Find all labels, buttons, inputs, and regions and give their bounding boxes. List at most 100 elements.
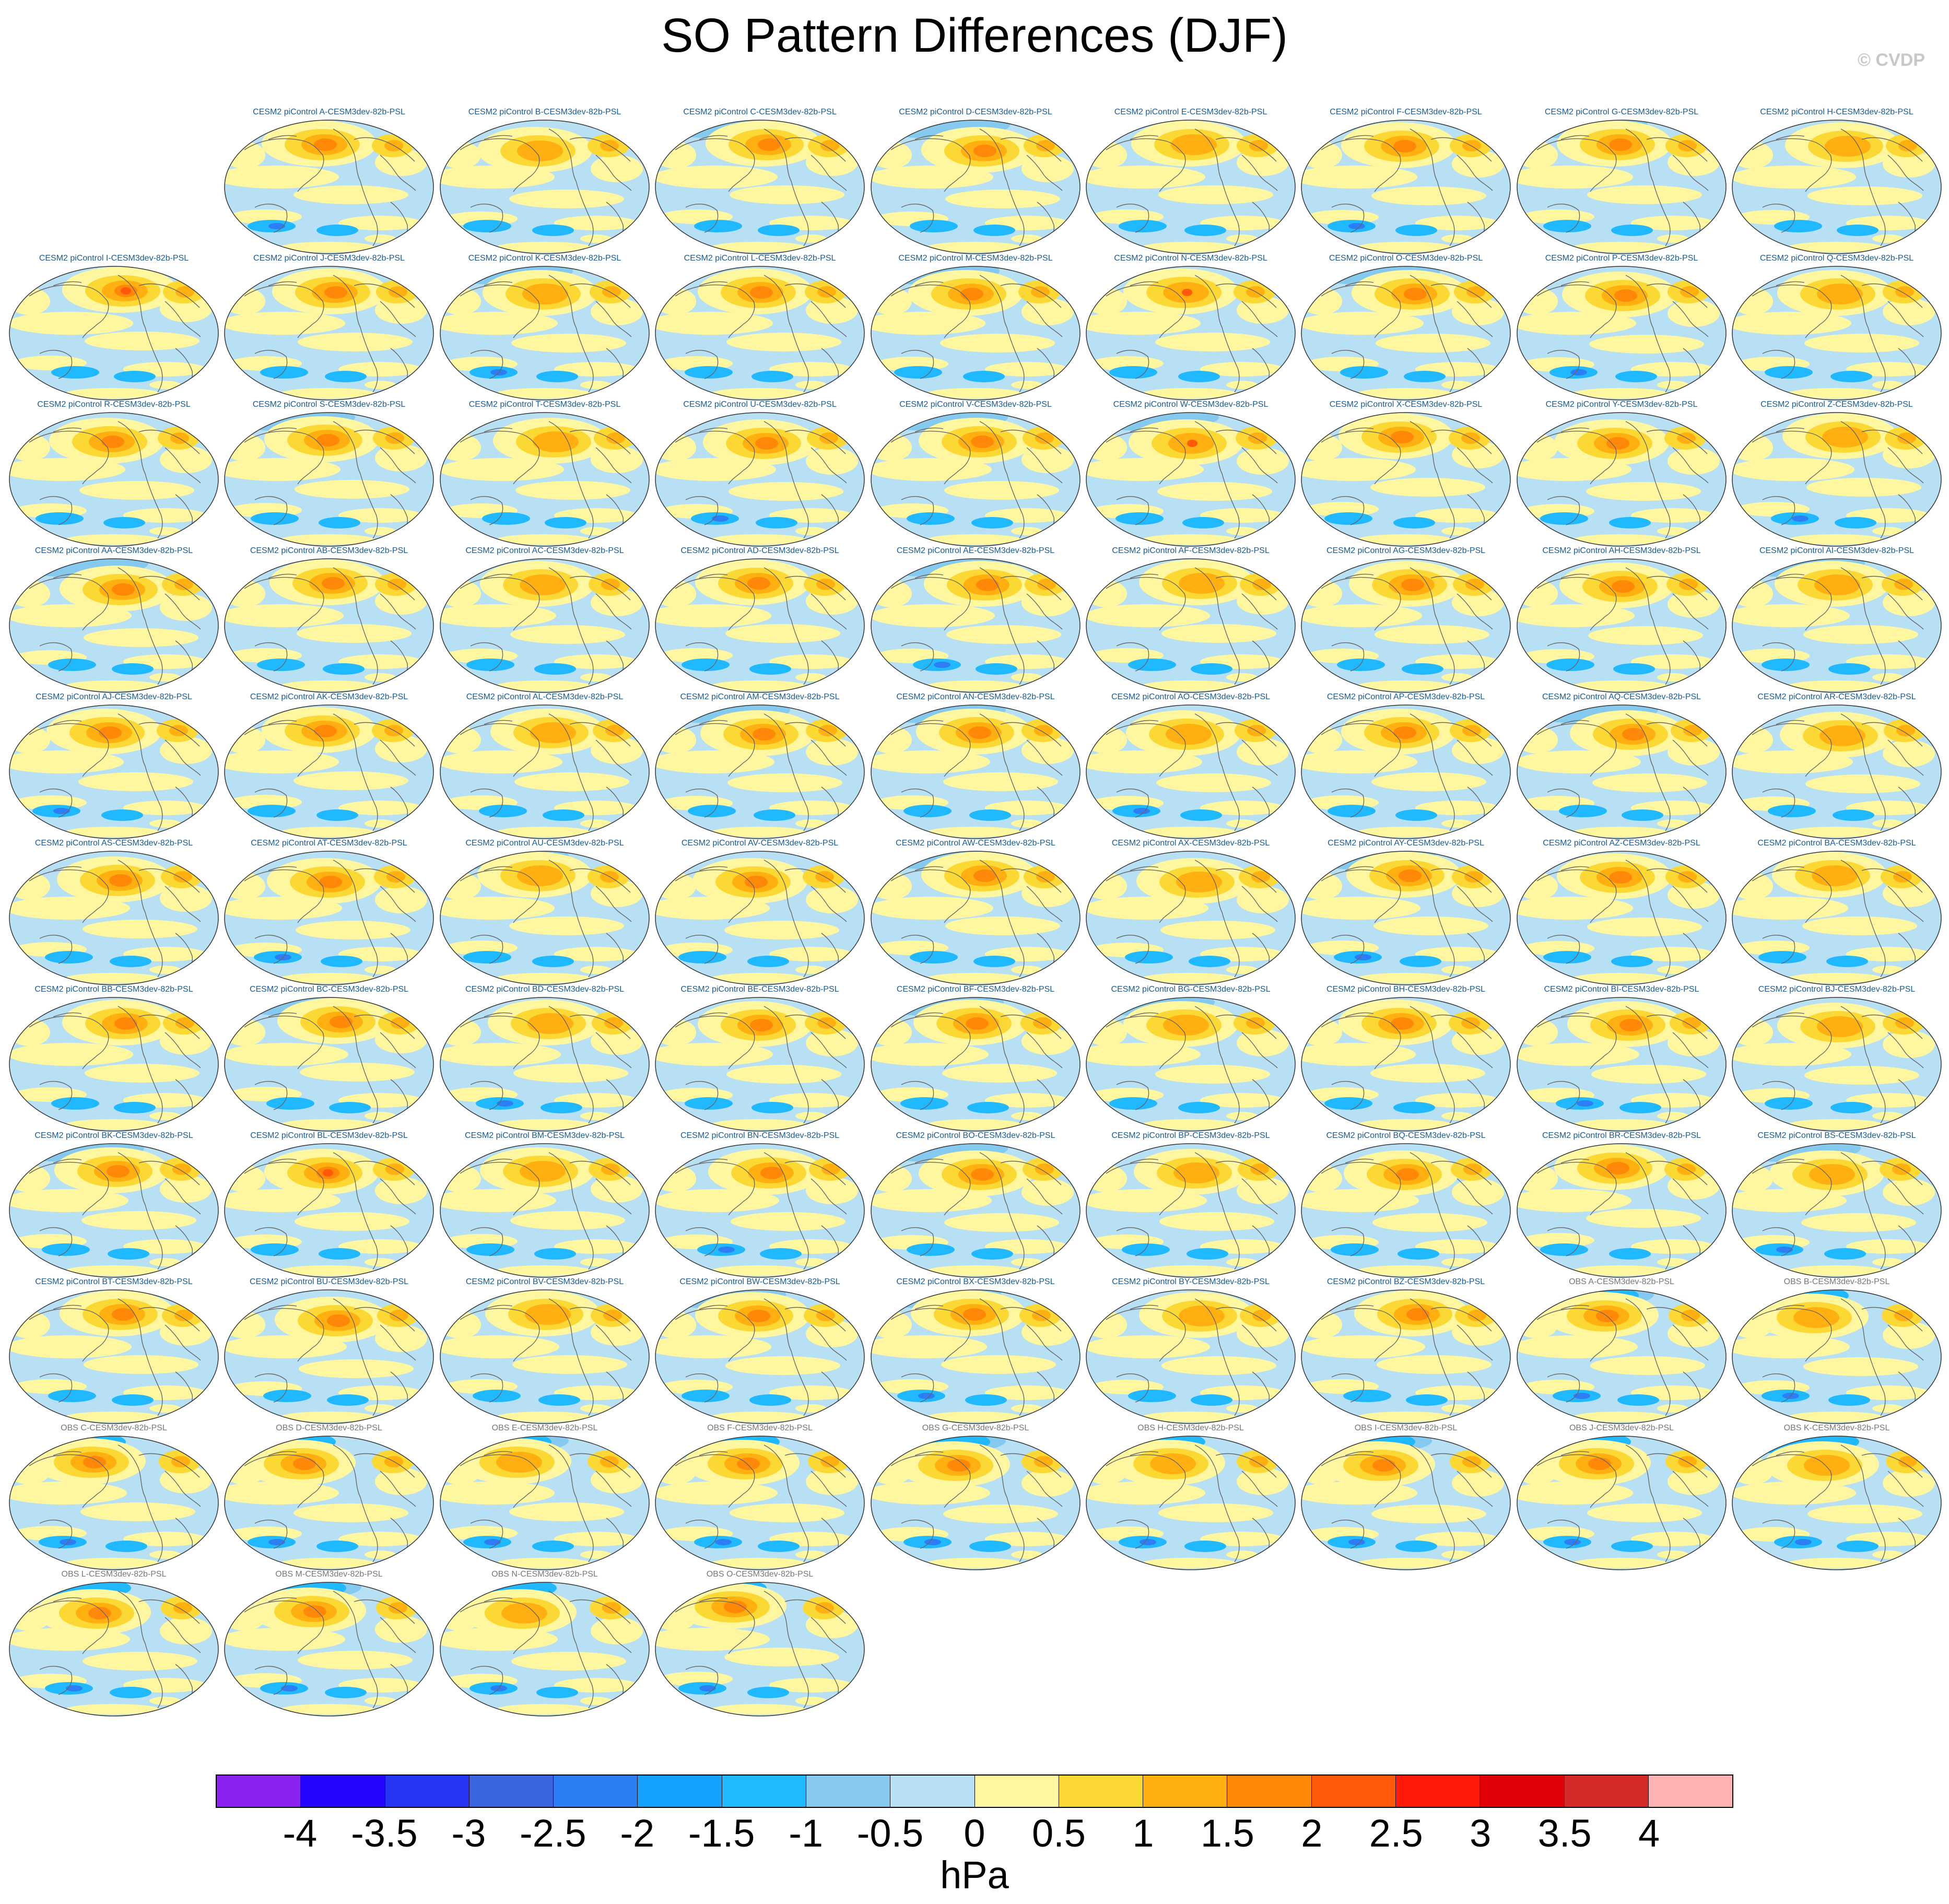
coastline [333, 713, 378, 831]
coastline [1215, 868, 1277, 893]
negative-anomaly [1122, 1243, 1170, 1256]
positive-anomaly [1872, 673, 1904, 681]
coastline [297, 1055, 313, 1069]
coastline [1106, 1308, 1186, 1348]
coastline [1840, 567, 1886, 685]
positive-anomaly [1301, 312, 1424, 335]
coastline [1345, 573, 1374, 579]
panel-title: CESM2 piControl Q-CESM3dev-82b-PSL [1759, 254, 1914, 263]
map-panel: CESM2 piControl AK-CESM3dev-82b-PSL [224, 692, 435, 841]
coastline [1457, 155, 1493, 191]
negative-anomaly [1348, 1539, 1365, 1545]
positive-anomaly [84, 1355, 198, 1374]
coastline [1410, 421, 1455, 539]
map-projection [1517, 851, 1727, 985]
positive-anomaly [497, 827, 591, 837]
positive-anomaly [9, 288, 50, 315]
coastline [1457, 1178, 1493, 1215]
positive-anomaly [1732, 1482, 1856, 1505]
map-outline [1086, 1436, 1296, 1570]
negative-anomaly [248, 805, 296, 817]
negative-anomaly [752, 1102, 793, 1113]
coastline [333, 1591, 378, 1709]
map-outline [1086, 997, 1296, 1132]
coastline [254, 935, 288, 964]
coastline [901, 1373, 934, 1403]
positive-anomaly [1158, 1503, 1273, 1522]
coastline [685, 642, 719, 672]
positive-anomaly [1373, 916, 1488, 935]
positive-anomaly [806, 738, 858, 766]
positive-anomaly [1872, 1550, 1904, 1559]
coastline [1000, 1160, 1062, 1185]
coastline [513, 1347, 529, 1362]
coastline [1321, 430, 1401, 471]
positive-anomaly [1574, 388, 1668, 398]
coastline [914, 1451, 944, 1456]
map-outline [1086, 1143, 1296, 1278]
map-panel: CESM2 piControl G-CESM3dev-82b-PSL [1516, 107, 1727, 256]
negative-anomaly [756, 517, 797, 528]
positive-anomaly [554, 654, 638, 669]
positive-anomaly [769, 1678, 853, 1693]
negative-anomaly [1830, 1102, 1872, 1113]
map-projection [1732, 997, 1942, 1132]
coastline [82, 324, 98, 338]
positive-anomaly [1371, 772, 1486, 791]
positive-anomaly [580, 819, 612, 828]
positive-anomaly [281, 680, 375, 691]
panel-title: OBS E-CESM3dev-82b-PSL [491, 1424, 598, 1432]
map-outline [9, 558, 219, 693]
positive-anomaly [927, 680, 1022, 691]
negative-anomaly [1116, 512, 1164, 525]
coastline [569, 429, 631, 454]
coastline [513, 324, 529, 338]
coastline [1590, 762, 1605, 777]
coastline [1321, 723, 1401, 763]
coastline [944, 1494, 959, 1508]
positive-anomaly [123, 508, 207, 523]
positive-anomaly [1803, 1357, 1918, 1376]
coastline [380, 1324, 416, 1361]
coastline [1159, 1494, 1175, 1508]
map-outline [655, 120, 865, 254]
coastline [29, 1015, 109, 1056]
positive-anomaly [1160, 921, 1275, 939]
positive-anomaly [1399, 869, 1422, 882]
coastline [944, 616, 959, 631]
map-projection [1732, 851, 1942, 985]
map-panel: CESM2 piControl BH-CESM3dev-82b-PSL [1300, 984, 1511, 1134]
positive-anomaly [1415, 801, 1499, 815]
coastline [118, 1006, 163, 1124]
positive-anomaly [1248, 432, 1267, 444]
coastline [764, 1152, 809, 1270]
map-projection [224, 997, 434, 1132]
positive-anomaly [1441, 819, 1473, 828]
positive-anomaly [9, 458, 125, 481]
map-projection [224, 1143, 434, 1278]
coastline [1241, 301, 1278, 337]
coastline [470, 1081, 503, 1110]
coastline [1410, 128, 1455, 246]
positive-anomaly [1452, 1028, 1504, 1055]
coastline [82, 616, 98, 631]
negative-anomaly [1178, 371, 1220, 382]
positive-anomaly [123, 1532, 207, 1546]
positive-anomaly [1517, 1482, 1633, 1505]
negative-anomaly [541, 1102, 582, 1113]
negative-anomaly [534, 663, 576, 675]
coastline [890, 723, 971, 763]
positive-anomaly [1396, 1168, 1419, 1181]
positive-anomaly [769, 947, 853, 961]
positive-anomaly [281, 827, 375, 837]
positive-anomaly [1586, 1209, 1701, 1228]
positive-anomaly [365, 1112, 396, 1120]
positive-anomaly [1631, 508, 1715, 523]
coastline [595, 1471, 632, 1507]
colorbar-swatch [301, 1776, 385, 1807]
coastline [1805, 470, 1821, 485]
map-outline [871, 558, 1081, 693]
positive-anomaly [365, 1550, 396, 1559]
map-outline [1086, 851, 1296, 985]
colorbar-swatch [974, 1776, 1059, 1807]
